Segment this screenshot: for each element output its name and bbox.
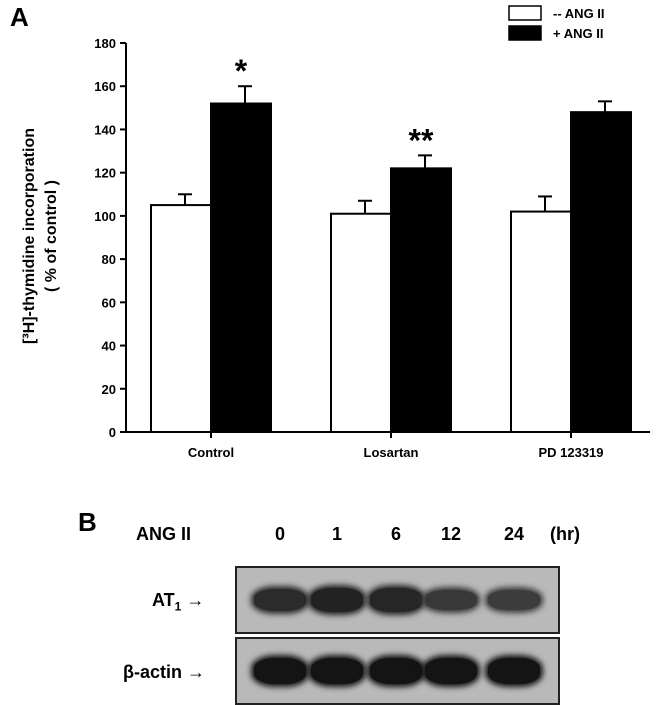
bar — [390, 167, 452, 433]
actin-label-text: β-actin — [123, 662, 182, 682]
legend: -- ANG II + ANG II — [508, 5, 605, 41]
y-tick-label: 40 — [102, 339, 116, 354]
y-tick-label: 100 — [94, 209, 116, 224]
legend-swatch — [508, 5, 542, 21]
legend-swatch — [508, 25, 542, 41]
at1-band — [311, 588, 363, 612]
at1-blot — [235, 566, 560, 634]
at1-band — [488, 590, 540, 610]
at1-band — [425, 589, 477, 611]
bars: *** — [150, 53, 632, 434]
lane-label: 1 — [331, 524, 342, 544]
bar — [330, 212, 392, 433]
x-tick-label: Control — [188, 445, 234, 460]
y-axis-title: [³H]-thymidine incorporation ( % of cont… — [21, 128, 60, 344]
actin-band — [254, 658, 306, 684]
y-tick-label: 60 — [102, 295, 116, 310]
lane-label: 0 — [274, 524, 285, 544]
at1-label-subscript: 1 — [174, 599, 182, 614]
bar — [150, 204, 212, 433]
bar — [570, 111, 632, 434]
actin-band — [425, 658, 477, 684]
actin-arrow: → — [187, 662, 206, 682]
significance-marker: ** — [409, 122, 434, 158]
x-tick-label: PD 123319 — [538, 445, 603, 460]
y-tick-label: 140 — [94, 122, 116, 137]
blot-unit-label: (hr) — [550, 524, 580, 544]
y-tick-label: 20 — [102, 382, 116, 397]
lane-label: 24 — [503, 524, 525, 544]
bar-chart: [³H]-thymidine incorporation ( % of cont… — [21, 5, 650, 460]
legend-label: + ANG II — [553, 26, 603, 41]
at1-arrow: → — [186, 590, 205, 610]
actin-band — [488, 658, 540, 684]
y-tick-label: 80 — [102, 252, 116, 267]
at1-band — [370, 588, 422, 612]
actin-band — [370, 658, 422, 684]
actin-blot — [235, 637, 560, 705]
at1-band — [254, 588, 306, 612]
lane-label: 6 — [390, 524, 401, 544]
lane-label: 12 — [440, 524, 462, 544]
panel-a-label: A — [10, 2, 29, 32]
y-tick-label: 160 — [94, 79, 116, 94]
blot-treatment-label: ANG II — [136, 524, 192, 544]
y-axis-title-line2: ( % of control ) — [43, 180, 60, 292]
at1-label: AT1 → — [152, 590, 204, 614]
y-axis-title-line1: [³H]-thymidine incorporation — [21, 128, 38, 344]
at1-label-text: AT — [152, 590, 175, 610]
bar — [510, 210, 572, 433]
y-tick-label: 0 — [109, 425, 116, 440]
legend-label: -- ANG II — [553, 6, 605, 21]
actin-band — [311, 658, 363, 684]
actin-label: β-actin → — [123, 662, 205, 683]
bar — [210, 102, 272, 433]
x-tick-label: Losartan — [364, 445, 419, 460]
significance-marker: * — [235, 53, 248, 89]
panel-b-label: B — [78, 507, 97, 537]
y-tick-label: 180 — [94, 36, 116, 51]
y-tick-label: 120 — [94, 166, 116, 181]
